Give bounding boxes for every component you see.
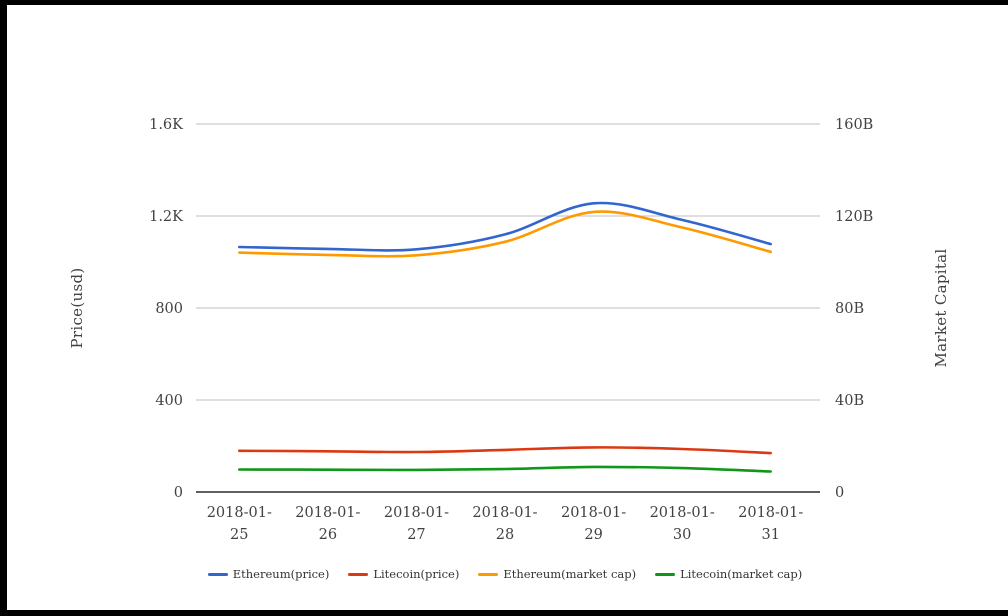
right-axis-tick-label: 120B	[835, 209, 873, 225]
legend-item-litecoin-market-cap[interactable]: Litecoin(market cap)	[655, 567, 802, 581]
x-axis-tick-label: 2018-01-27	[384, 505, 449, 543]
legend-label: Litecoin(price)	[373, 567, 460, 581]
right-axis-tick-label: 160B	[835, 117, 873, 133]
series-line-litecoin-market-cap	[238, 465, 772, 473]
right-axis-tick-label: 80B	[835, 301, 864, 317]
legend-label: Litecoin(market cap)	[680, 567, 803, 581]
legend-label: Ethereum(market cap)	[503, 567, 637, 581]
left-axis-tick-label: 800	[155, 301, 183, 317]
legend: Ethereum(price) Litecoin(price) Ethereum(m…	[195, 564, 815, 584]
legend-item-litecoin-price[interactable]: Litecoin(price)	[348, 567, 459, 581]
legend-marker-ethereum-market-cap	[478, 572, 499, 576]
left-axis-tick-label: 1.2K	[149, 209, 184, 225]
x-axis-tick-label: 2018-01-30	[650, 505, 715, 543]
x-axis-tick-label: 2018-01-26	[295, 505, 360, 543]
legend-label: Ethereum(price)	[232, 567, 330, 581]
left-axis-tick-label: 0	[174, 485, 183, 501]
series-line-litecoin-price	[238, 446, 772, 455]
x-axis-tick-label: 2018-01-31	[738, 505, 803, 543]
x-axis-tick-label: 2018-01-29	[561, 505, 626, 543]
x-axis-tick-label: 2018-01-28	[472, 505, 537, 543]
series-line-ethereum-price	[238, 201, 772, 252]
legend-marker-litecoin-market-cap	[655, 572, 676, 576]
x-axis-tick-label: 2018-01-25	[207, 505, 272, 543]
legend-marker-litecoin-price	[348, 572, 369, 576]
right-axis-tick-label: 0	[835, 485, 844, 501]
legend-item-ethereum-market-cap[interactable]: Ethereum(market cap)	[478, 567, 636, 581]
left-axis-tick-label: 400	[155, 393, 183, 409]
left-axis-tick-label: 1.6K	[149, 117, 184, 133]
legend-item-ethereum-price[interactable]: Ethereum(price)	[207, 567, 330, 581]
right-axis-tick-label: 40B	[835, 393, 864, 409]
series-line-ethereum-market-cap	[238, 210, 772, 258]
legend-marker-ethereum-price	[207, 572, 228, 576]
